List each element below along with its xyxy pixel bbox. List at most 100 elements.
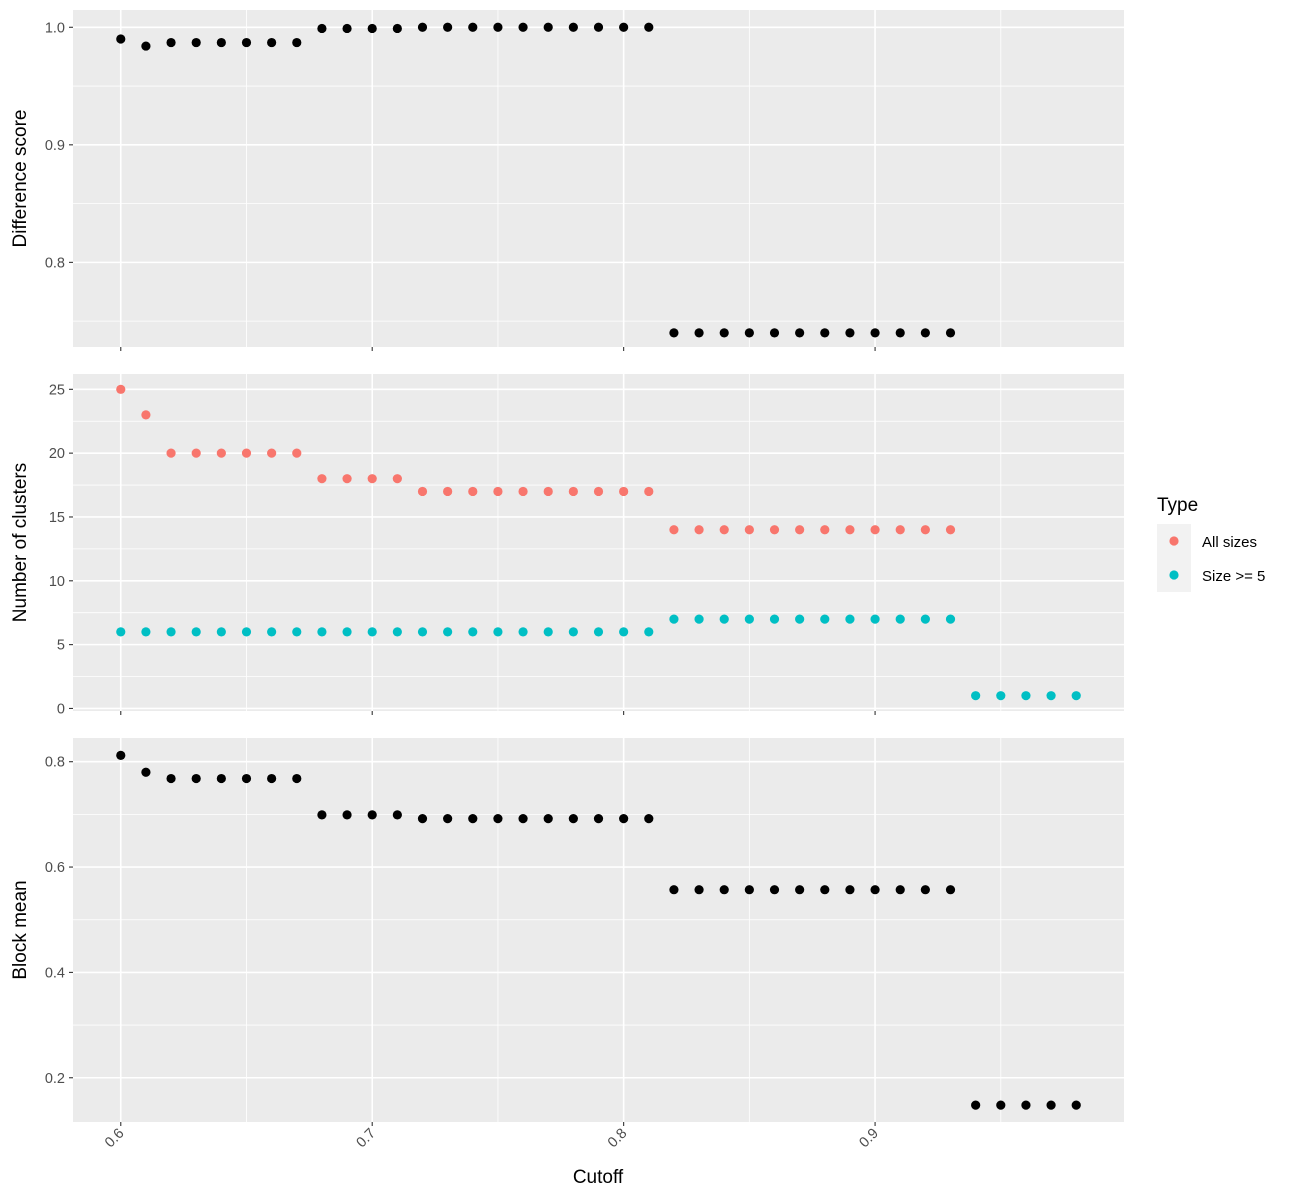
data-point [267,448,277,458]
y-axis-title: Number of clusters [10,463,31,622]
data-point [769,328,780,338]
data-point [744,885,754,895]
data-point [644,22,654,32]
data-point [996,1100,1006,1110]
legend-label: Size >= 5 [1202,568,1265,585]
data-point [845,328,855,338]
data-point [317,23,327,34]
legend-dot [1169,570,1179,580]
data-point [191,773,201,784]
data-point [593,22,604,32]
data-point [241,448,252,458]
data-point [392,474,402,484]
data-point [945,328,956,338]
legend-dot [1169,536,1179,546]
data-point [292,448,302,458]
data-point [292,627,302,637]
data-point [392,627,402,637]
data-point [342,23,352,34]
data-point [945,885,956,895]
data-point [845,525,855,535]
data-point [1021,691,1031,701]
data-point [367,810,377,820]
data-point [141,410,151,420]
data-point [619,486,629,497]
data-point [568,627,578,637]
y-tick-label: 0.4 [45,965,65,981]
y-tick-label: 10 [49,574,65,590]
data-point [116,750,126,760]
data-point [644,627,654,637]
data-point [443,813,453,824]
data-point [719,328,729,338]
series-block-mean [116,750,1081,1110]
data-point [820,885,830,895]
data-point [493,813,503,824]
data-point [493,486,503,497]
data-point [543,486,553,497]
data-point [845,614,855,624]
data-point [392,810,402,820]
y-tick-label: 15 [49,510,65,526]
data-point [920,885,930,895]
data-point [1046,1100,1056,1110]
data-point [241,773,252,784]
x-tick-label: 0.6 [102,1126,128,1152]
y-tick-label: 20 [49,446,65,462]
data-point [719,525,729,535]
data-point [971,691,981,701]
data-point [267,627,277,637]
data-point [367,627,377,637]
data-point [267,773,277,784]
data-point [744,328,754,338]
data-point [166,37,176,48]
data-point [417,22,428,32]
data-point [669,328,679,338]
panel-difference-score: 0.8 0.9 1.0 Difference score [10,10,1124,351]
data-point [317,627,327,637]
data-point [342,627,352,637]
y-tick-label: 5 [57,638,65,654]
data-point [644,813,654,824]
data-point [694,328,704,338]
y-axis-title: Block mean [10,880,31,979]
data-point [116,627,126,637]
data-point [719,614,729,624]
y-tick-label: 0.8 [45,255,65,271]
data-point [166,448,176,458]
panel-background [73,738,1124,1122]
y-tick-label: 0.2 [45,1071,65,1087]
data-point [895,885,905,895]
data-point [443,486,453,497]
legend-title: Type [1157,495,1198,516]
data-point [945,614,956,624]
data-point [619,813,629,824]
data-point [870,525,880,535]
data-point [367,474,377,484]
data-point [493,22,503,32]
data-point [518,813,528,824]
data-point [619,22,629,32]
data-point [317,474,327,484]
legend-entry: Size >= 5 [1157,558,1265,592]
data-point [895,525,905,535]
data-point [1021,1100,1031,1110]
data-point [518,486,528,497]
data-point [971,1100,981,1110]
data-point [719,885,729,895]
data-point [116,384,126,394]
data-point [920,614,930,624]
data-point [845,885,855,895]
data-point [543,813,553,824]
data-point [166,627,176,637]
data-point [820,328,830,338]
data-point [593,486,604,497]
data-point [820,614,830,624]
x-axis: 0.6 0.7 0.8 0.9 [102,1126,882,1152]
data-point [292,37,302,48]
data-point [568,486,578,497]
data-point [417,627,428,637]
x-tick-label: 0.9 [856,1126,882,1152]
data-point [870,614,880,624]
